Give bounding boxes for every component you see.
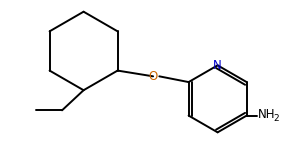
Text: 2: 2 <box>274 114 279 123</box>
Text: N: N <box>213 59 222 72</box>
Text: NH: NH <box>258 108 275 121</box>
Text: O: O <box>148 70 158 83</box>
